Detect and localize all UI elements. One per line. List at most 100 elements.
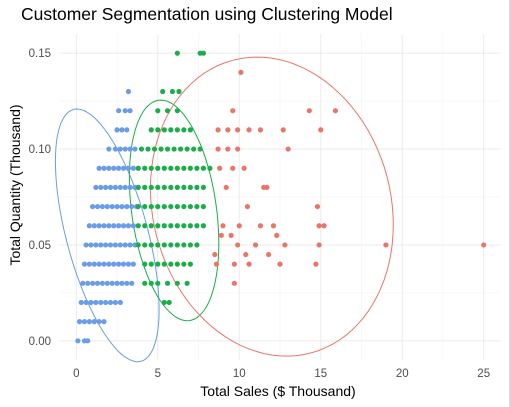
cluster-3-point (257, 223, 264, 229)
cluster-2-point (168, 223, 174, 229)
cluster-3-point (213, 261, 220, 267)
cluster-3-point (332, 108, 339, 114)
cluster-2-point (191, 146, 197, 152)
cluster-1-point (119, 203, 125, 210)
cluster-2-point (155, 108, 161, 114)
cluster-3-point (264, 184, 270, 191)
cluster-2-point (200, 203, 207, 210)
x-tick-label: 20 (396, 368, 409, 380)
cluster-1-point (101, 261, 107, 267)
cluster-2-point (200, 184, 207, 191)
cluster-3-point (243, 251, 249, 258)
cluster-2-point (194, 242, 200, 248)
cluster-2-point (155, 261, 161, 267)
cluster-2-point (184, 146, 190, 152)
cluster-1-point (83, 299, 89, 306)
cluster-1-point (107, 184, 114, 191)
cluster-1-point (114, 203, 120, 210)
cluster-2-point (194, 165, 200, 171)
cluster-2-point (187, 223, 193, 229)
cluster-2-point (174, 165, 180, 171)
cluster-1-point (96, 165, 102, 171)
cluster-2-point (161, 127, 167, 133)
cluster-2-point (148, 203, 154, 210)
cluster-1-point (112, 184, 119, 191)
cluster-1-point (119, 127, 125, 133)
cluster-2-point (160, 88, 166, 95)
cluster-1-point (96, 223, 102, 229)
cluster-2-point (174, 127, 180, 133)
cluster-2-point (168, 184, 174, 191)
cluster-2-point (200, 165, 207, 171)
cluster-2-point (200, 50, 207, 56)
cluster-2-point (174, 50, 180, 56)
cluster-2-point (168, 165, 174, 171)
cluster-3-point (280, 127, 286, 133)
x-tick-label: 5 (155, 368, 161, 380)
cluster-2-point (187, 261, 193, 267)
cluster-2-point (148, 127, 154, 133)
cluster-2-point (187, 127, 193, 133)
cluster-1-point (88, 242, 94, 248)
cluster-3-point (274, 232, 280, 238)
cluster-3-point (238, 69, 244, 75)
cluster-1-point (91, 319, 97, 325)
cluster-2-point (166, 299, 172, 306)
cluster-2-point (187, 165, 193, 171)
cluster-1-point (106, 165, 112, 171)
cluster-1-point (107, 299, 114, 306)
cluster-1-point (112, 299, 119, 306)
cluster-1-point (85, 338, 91, 344)
cluster-2-point (138, 146, 145, 152)
cluster-2-point (194, 203, 200, 210)
cluster-1-point (94, 203, 101, 210)
cluster-2-point (181, 203, 187, 210)
cluster-1-point (124, 203, 130, 210)
cluster-2-point (169, 88, 176, 95)
cluster-2-point (135, 242, 141, 248)
cluster-2-point (181, 127, 187, 133)
cluster-3-point (257, 127, 264, 133)
chart-title: Customer Segmentation using Clustering M… (21, 4, 393, 24)
data-points (75, 50, 487, 344)
cluster-3-point (228, 232, 234, 238)
cluster-2-point (148, 242, 154, 248)
cluster-3-point (220, 223, 226, 229)
cluster-1-point (91, 223, 97, 229)
cluster-1-point (86, 319, 92, 325)
cluster-1-point (116, 223, 122, 229)
cluster-1-point (127, 108, 133, 114)
cluster-1-point (122, 242, 128, 248)
cluster-3-point (217, 165, 223, 171)
cluster-1-point (120, 223, 127, 229)
cluster-3-point (212, 251, 218, 258)
cluster-1-point (129, 280, 135, 286)
cluster-3-point (235, 242, 241, 248)
cluster-1-point (91, 261, 97, 267)
cluster-3-point (318, 127, 324, 133)
cluster-1-point (83, 242, 89, 248)
cluster-2-point (148, 223, 154, 229)
cluster-3-point (270, 223, 277, 229)
cluster-1-point (116, 165, 122, 171)
cluster-1-point (125, 261, 132, 267)
cluster-2-point (142, 184, 148, 191)
cluster-1-point (106, 146, 112, 152)
cluster-2-point (142, 280, 148, 286)
cluster-1-point (89, 280, 96, 286)
cluster-2-point (148, 165, 154, 171)
cluster-2-point (135, 223, 141, 229)
cluster-1-point (114, 280, 120, 286)
x-axis-ticks: 0 5 10 15 20 25 (73, 368, 490, 380)
cluster-1-point (127, 242, 133, 248)
cluster-3-point (313, 261, 319, 267)
cluster-2-point (135, 184, 141, 191)
cluster-1-point (106, 223, 112, 229)
cluster-3-point (277, 261, 283, 267)
cluster-2-point (155, 127, 161, 133)
cluster-2-point (161, 203, 167, 210)
cluster-1-point (112, 242, 119, 248)
cluster-1-point (98, 299, 104, 306)
x-tick-label: 0 (73, 368, 79, 380)
cluster-2-point (161, 299, 167, 306)
